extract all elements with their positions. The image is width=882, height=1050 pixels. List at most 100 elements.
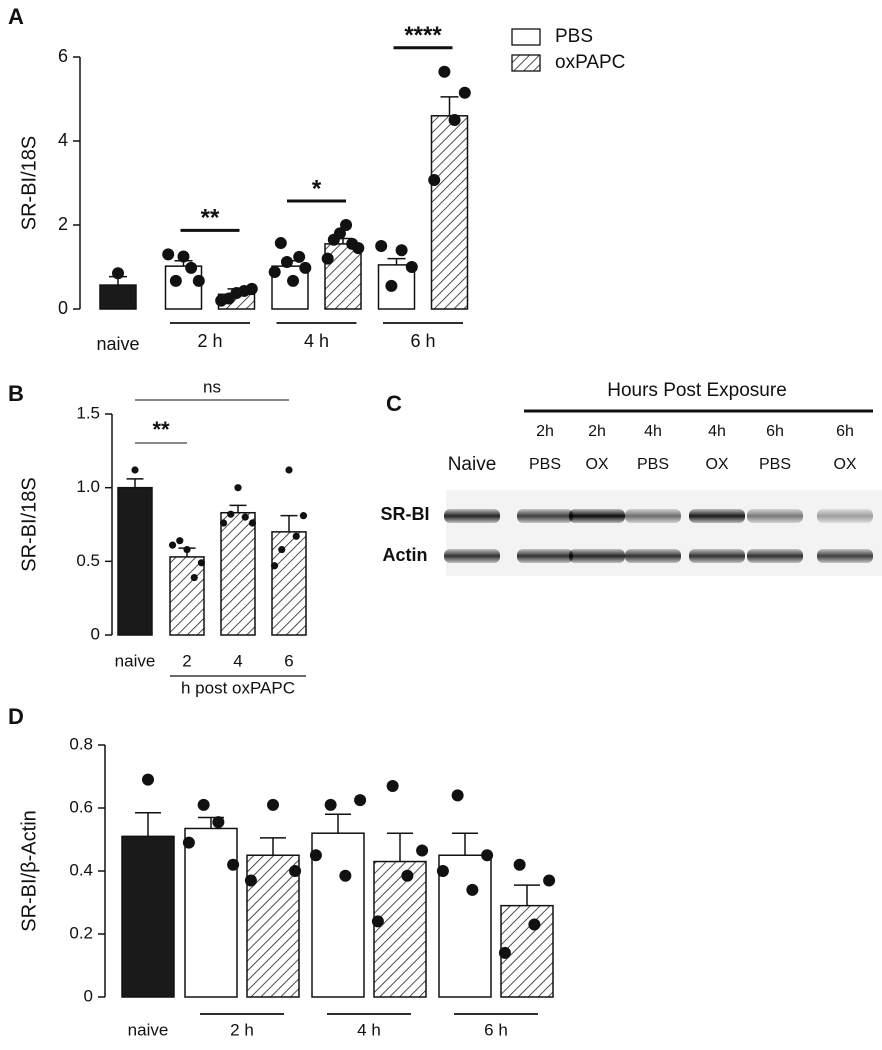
data-point (293, 250, 306, 263)
y-tick-label: 4 (58, 130, 68, 150)
blot-band (444, 509, 500, 523)
data-point (321, 252, 334, 265)
data-point (183, 545, 191, 554)
row-label: Actin (383, 545, 428, 565)
lane-time: 6h (766, 423, 784, 440)
y-tick-label: 0 (84, 986, 93, 1005)
error-bar (452, 832, 478, 856)
blot-band (747, 509, 803, 523)
significance-label: ** (201, 205, 220, 232)
data-point (248, 519, 257, 527)
data-point (352, 242, 365, 255)
y-tick-label: 0.2 (69, 923, 93, 942)
data-point (176, 537, 184, 545)
legend-swatch (511, 28, 541, 46)
error-bar (325, 813, 351, 834)
lane-treatment: OX (705, 456, 728, 473)
error-bar (126, 478, 144, 488)
data-point (340, 219, 353, 231)
error-bar (387, 832, 413, 862)
data-point (309, 849, 322, 862)
data-point (287, 274, 300, 287)
x-tick-label: 6 h (484, 1020, 508, 1039)
blot-band (569, 509, 625, 523)
data-point (466, 883, 479, 896)
error-bar (440, 96, 459, 116)
blot-band (625, 549, 681, 563)
lane-time: 4h (708, 423, 726, 440)
comparison-label: ** (152, 417, 170, 442)
data-point (245, 282, 258, 295)
data-point (405, 261, 418, 273)
x-tick-label: naive (96, 334, 139, 354)
y-tick-label: 0.5 (76, 551, 100, 570)
blot-band (689, 509, 745, 523)
data-point (324, 798, 337, 811)
x-tick-label: 2 h (230, 1020, 254, 1039)
data-point (416, 844, 429, 857)
lane-time: 2h (588, 423, 606, 440)
data-point (192, 274, 205, 287)
y-tick-label: 0.4 (69, 860, 93, 879)
lane-treatment: PBS (529, 456, 561, 473)
data-point (197, 798, 210, 811)
blot-header: Hours Post Exposure (607, 380, 787, 401)
blot-background (446, 490, 882, 576)
data-point (333, 227, 346, 240)
lane-time: 6h (836, 423, 854, 440)
error-bar (387, 257, 406, 265)
lane-label: Naive (448, 454, 497, 475)
bar (184, 827, 238, 998)
blot-band (747, 549, 803, 563)
lane-treatment: OX (833, 456, 856, 473)
y-axis-title: SR-BI/β-Actin (18, 810, 40, 932)
bar (164, 265, 203, 310)
data-point (241, 513, 249, 521)
x-group-label: h post oxPAPC (181, 678, 295, 697)
error-bar (514, 884, 540, 906)
significance-label: * (312, 175, 322, 202)
data-point (274, 237, 287, 250)
bar (311, 832, 365, 998)
y-tick-label: 0 (91, 624, 100, 643)
data-point (162, 248, 175, 261)
data-point (227, 510, 235, 518)
blot-band (625, 509, 681, 523)
data-point (528, 918, 541, 931)
y-tick-label: 1.5 (76, 403, 100, 422)
blot-band (817, 549, 873, 563)
data-point (386, 779, 399, 792)
data-point (513, 858, 526, 871)
data-point (498, 946, 511, 959)
legend-label: PBS (555, 26, 593, 47)
data-point (142, 773, 154, 786)
bar (121, 835, 175, 998)
lane-time: 2h (536, 423, 554, 440)
panel-label: D (8, 704, 24, 729)
blot-band (517, 549, 573, 563)
y-tick-label: 0.8 (69, 734, 93, 753)
data-point (401, 869, 414, 882)
bar (99, 284, 137, 310)
lane-treatment: PBS (637, 456, 669, 473)
blot-band (444, 549, 500, 563)
x-tick-label: naive (128, 1020, 169, 1039)
x-tick-label: 6 h (410, 331, 435, 351)
data-point (438, 65, 451, 78)
bar (271, 531, 307, 636)
data-point (168, 541, 177, 549)
panel-label: B (8, 381, 24, 406)
x-tick-label: 4 h (357, 1020, 381, 1039)
panel-label: C (386, 391, 402, 416)
x-tick-label: 4 (233, 651, 242, 670)
y-tick-label: 0 (58, 298, 68, 318)
data-point (197, 559, 206, 567)
data-point (481, 849, 494, 862)
bar (373, 860, 427, 998)
data-point (428, 174, 441, 187)
data-point (448, 114, 461, 126)
data-point (131, 466, 139, 474)
lane-time: 4h (644, 423, 662, 440)
panel-label: A (8, 4, 24, 29)
